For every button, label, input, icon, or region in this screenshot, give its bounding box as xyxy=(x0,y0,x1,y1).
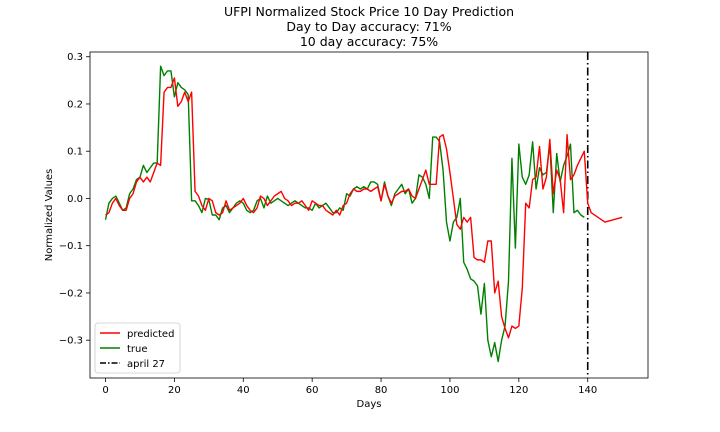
x-axis-label: Days xyxy=(357,399,382,410)
chart-title-line-1: UFPI Normalized Stock Price 10 Day Predi… xyxy=(224,4,514,19)
chart-title-line-3: 10 day accuracy: 75% xyxy=(300,34,438,49)
y-tick-label: 0.2 xyxy=(67,99,83,110)
y-axis-label: Normalized Values xyxy=(44,169,55,262)
x-tick-label: 100 xyxy=(440,385,459,396)
legend-april-27-label: april 27 xyxy=(127,359,165,370)
plot-lines xyxy=(104,52,623,378)
x-tick-label: 40 xyxy=(237,385,250,396)
legend: predicted true april 27 xyxy=(94,322,181,374)
y-axis-ticks: −0.3 −0.2 −0.1 0.0 0.1 0.2 0.3 xyxy=(59,52,90,347)
legend-predicted-label: predicted xyxy=(127,329,174,340)
x-tick-label: 20 xyxy=(168,385,181,396)
series-line-predicted xyxy=(105,77,623,339)
y-tick-label: −0.3 xyxy=(59,336,83,347)
chart-title-line-2: Day to Day accuracy: 71% xyxy=(286,19,451,34)
series-line-true xyxy=(104,65,585,363)
x-tick-label: 140 xyxy=(578,385,597,396)
x-tick-label: 0 xyxy=(102,385,108,396)
y-tick-label: −0.2 xyxy=(59,288,83,299)
legend-box xyxy=(94,322,181,374)
y-tick-label: 0.3 xyxy=(67,52,83,63)
y-tick-label: −0.1 xyxy=(59,241,83,252)
x-tick-label: 80 xyxy=(375,385,388,396)
legend-true-label: true xyxy=(127,344,148,355)
y-tick-label: 0.0 xyxy=(67,194,83,205)
x-axis-ticks: 0 20 40 60 80 100 120 140 xyxy=(102,378,597,396)
plot-frame xyxy=(89,51,649,379)
x-tick-label: 120 xyxy=(509,385,528,396)
chart-title: UFPI Normalized Stock Price 10 Day Predi… xyxy=(224,4,514,49)
x-tick-label: 60 xyxy=(306,385,319,396)
y-tick-label: 0.1 xyxy=(67,147,83,158)
